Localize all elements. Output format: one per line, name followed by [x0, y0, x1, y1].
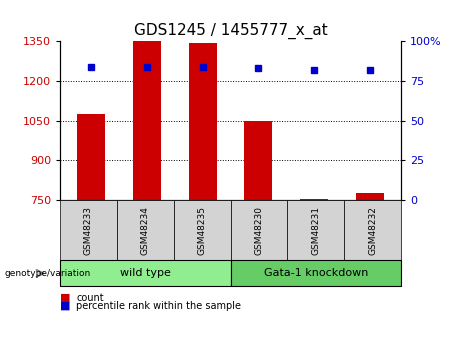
Text: GSM48231: GSM48231 — [311, 206, 320, 255]
Text: ■: ■ — [60, 293, 71, 303]
Text: GSM48235: GSM48235 — [198, 206, 207, 255]
Text: percentile rank within the sample: percentile rank within the sample — [76, 301, 241, 311]
Bar — [77, 114, 105, 200]
Text: genotype/variation: genotype/variation — [5, 269, 91, 278]
Bar — [133, 41, 160, 200]
Text: ■: ■ — [60, 301, 71, 311]
Text: GSM48234: GSM48234 — [141, 206, 150, 255]
Bar — [301, 199, 328, 200]
Bar — [356, 194, 384, 200]
Title: GDS1245 / 1455777_x_at: GDS1245 / 1455777_x_at — [134, 22, 327, 39]
Bar — [189, 43, 217, 200]
Text: Gata-1 knockdown: Gata-1 knockdown — [264, 268, 368, 278]
Text: count: count — [76, 293, 104, 303]
Text: wild type: wild type — [120, 268, 171, 278]
Bar — [244, 121, 272, 200]
Text: GSM48230: GSM48230 — [254, 206, 263, 255]
Text: GSM48233: GSM48233 — [84, 206, 93, 255]
Text: GSM48232: GSM48232 — [368, 206, 377, 255]
